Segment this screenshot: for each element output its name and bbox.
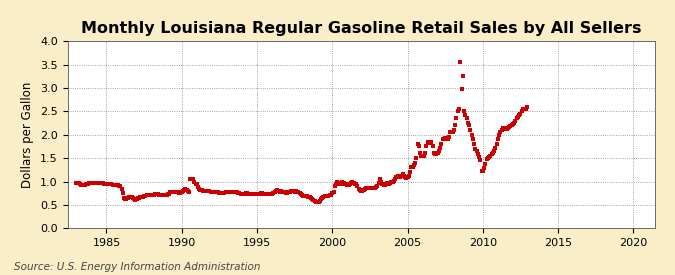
Text: Source: U.S. Energy Information Administration: Source: U.S. Energy Information Administ… bbox=[14, 262, 260, 272]
Title: Monthly Louisiana Regular Gasoline Retail Sales by All Sellers: Monthly Louisiana Regular Gasoline Retai… bbox=[81, 21, 641, 36]
Y-axis label: Dollars per Gallon: Dollars per Gallon bbox=[22, 82, 34, 188]
